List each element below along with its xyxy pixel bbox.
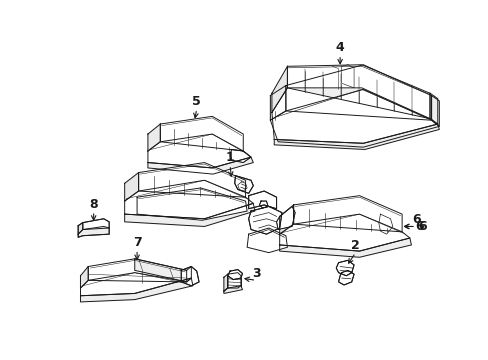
Text: 1: 1 [225, 152, 234, 165]
Polygon shape [248, 191, 276, 209]
Text: 7: 7 [132, 236, 141, 249]
Polygon shape [81, 278, 191, 296]
Polygon shape [138, 163, 245, 197]
Text: 6: 6 [411, 213, 420, 226]
Text: 6: 6 [414, 220, 423, 233]
Polygon shape [279, 205, 293, 234]
Polygon shape [287, 65, 429, 119]
Polygon shape [259, 201, 267, 208]
Polygon shape [148, 142, 250, 168]
Polygon shape [224, 286, 242, 293]
Polygon shape [279, 224, 409, 251]
Polygon shape [246, 228, 287, 253]
Polygon shape [293, 195, 401, 232]
Polygon shape [230, 149, 250, 163]
Polygon shape [81, 278, 192, 302]
Polygon shape [274, 124, 438, 149]
Polygon shape [270, 111, 438, 147]
Polygon shape [148, 124, 160, 151]
Polygon shape [431, 95, 438, 126]
Polygon shape [248, 206, 282, 234]
Polygon shape [336, 260, 353, 276]
Polygon shape [78, 222, 82, 234]
Polygon shape [160, 116, 243, 151]
Text: 6: 6 [417, 220, 426, 233]
Text: 4: 4 [335, 41, 344, 54]
Polygon shape [271, 88, 437, 143]
Polygon shape [279, 238, 410, 257]
Polygon shape [124, 172, 138, 201]
Text: 8: 8 [89, 198, 98, 211]
Polygon shape [148, 157, 253, 174]
Text: 2: 2 [350, 239, 359, 252]
Polygon shape [429, 93, 437, 124]
Polygon shape [81, 266, 88, 288]
Polygon shape [227, 270, 242, 280]
Polygon shape [338, 270, 353, 285]
Polygon shape [285, 65, 431, 120]
Text: 3: 3 [252, 267, 260, 280]
Polygon shape [234, 176, 253, 193]
Polygon shape [227, 273, 241, 288]
Polygon shape [137, 188, 246, 220]
Polygon shape [224, 274, 227, 291]
Polygon shape [82, 219, 109, 230]
Polygon shape [88, 259, 186, 282]
Polygon shape [276, 206, 295, 230]
Polygon shape [271, 66, 287, 112]
Text: 5: 5 [192, 95, 201, 108]
Polygon shape [124, 191, 253, 219]
Polygon shape [124, 203, 254, 226]
Polygon shape [270, 86, 285, 120]
Polygon shape [135, 259, 191, 282]
Polygon shape [181, 266, 199, 286]
Polygon shape [78, 228, 109, 237]
